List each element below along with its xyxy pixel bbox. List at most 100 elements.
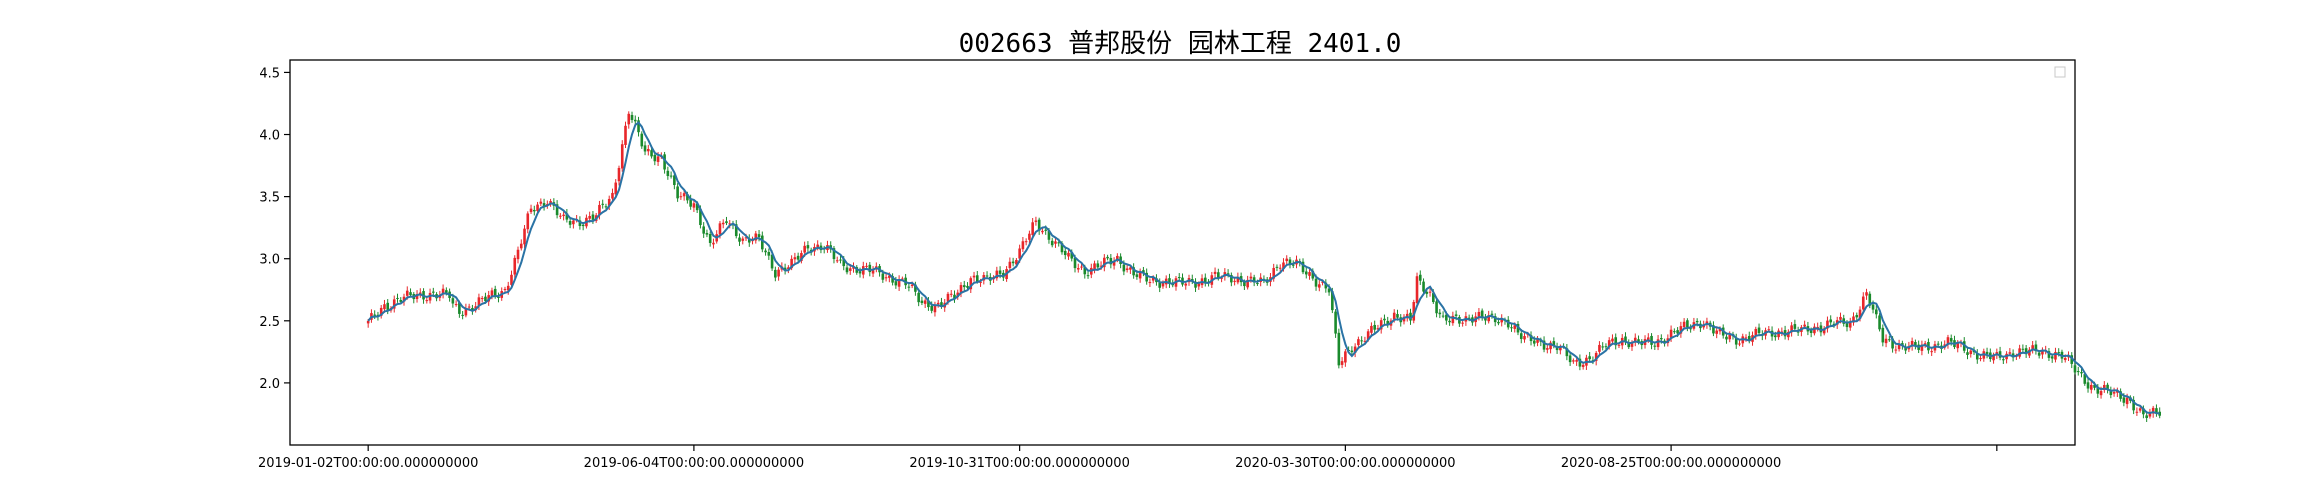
- candle-down: [1275, 266, 1279, 268]
- candle-down: [386, 302, 390, 310]
- candle-down: [1689, 328, 1692, 330]
- candle-down: [1454, 314, 1458, 316]
- candle-up: [816, 244, 819, 248]
- candle-up: [503, 288, 507, 290]
- candle-up: [1028, 233, 1031, 240]
- candle-down: [1637, 339, 1640, 343]
- candle-down: [1435, 301, 1438, 314]
- candle-down: [1304, 271, 1308, 275]
- candle-up: [607, 198, 611, 206]
- candle-up: [2138, 408, 2142, 411]
- candle-up: [656, 156, 660, 162]
- candle-up: [405, 290, 409, 296]
- candle-down: [1712, 325, 1715, 334]
- candle-up: [790, 258, 793, 269]
- candle-up: [1738, 343, 1741, 345]
- x-tick-label: 2020-08-25T00:00:00.000000000: [1561, 456, 1781, 471]
- candle-up: [1236, 276, 1240, 283]
- candle-up: [933, 304, 937, 313]
- candle-up: [1682, 321, 1686, 328]
- candle-up: [467, 306, 471, 308]
- candle-up: [1249, 276, 1253, 279]
- chart-title: 002663 普邦股份 园林工程 2401.0: [959, 29, 1402, 59]
- candle-down: [966, 285, 969, 288]
- candle-down: [1519, 333, 1523, 339]
- candle-down: [578, 220, 582, 227]
- candle-down: [1050, 240, 1054, 246]
- candle-down: [1438, 312, 1442, 315]
- candle-down: [930, 305, 933, 311]
- candle-up: [901, 278, 904, 280]
- candle-up: [1803, 324, 1806, 327]
- candle-down: [1493, 316, 1497, 323]
- candle-down: [1418, 274, 1422, 281]
- candle-up: [425, 300, 429, 302]
- candle-up: [1451, 315, 1455, 324]
- candle-down: [2024, 348, 2028, 355]
- candle-up: [1018, 248, 1021, 259]
- candle-up: [959, 285, 963, 294]
- candle-up: [620, 144, 624, 169]
- candle-up: [1344, 351, 1347, 363]
- candle-down: [2096, 386, 2100, 394]
- candle-up: [2008, 352, 2012, 354]
- candle-down: [1168, 278, 1171, 284]
- candle-down: [1243, 281, 1246, 287]
- candle-up: [1321, 281, 1324, 283]
- candle-up: [1992, 354, 1995, 361]
- candle-down: [445, 290, 448, 293]
- candle-up: [923, 300, 927, 304]
- candle-up: [1308, 272, 1311, 276]
- candle-up: [523, 228, 526, 245]
- candle-down: [2086, 382, 2090, 389]
- candle-up: [803, 245, 806, 253]
- candle-down: [542, 203, 546, 207]
- candle-down: [1734, 337, 1738, 345]
- candle-down: [1757, 327, 1761, 334]
- candle-up: [897, 279, 901, 287]
- candle-up: [936, 302, 940, 305]
- candle-down: [1555, 347, 1559, 351]
- candle-down: [1881, 327, 1885, 343]
- candle-up: [536, 204, 539, 212]
- candle-up: [480, 298, 484, 300]
- candle-up: [2018, 348, 2021, 357]
- candle-down: [1695, 320, 1699, 323]
- candle-up: [1897, 343, 1901, 350]
- candle-down: [1829, 319, 1833, 323]
- candle-down: [650, 150, 653, 157]
- candle-up: [1370, 325, 1373, 333]
- candle-up: [1031, 222, 1034, 236]
- candle-up: [979, 281, 982, 283]
- candle-up: [741, 238, 745, 241]
- candle-down: [796, 255, 800, 260]
- candle-down: [1301, 261, 1305, 273]
- candle-down: [962, 285, 966, 288]
- candle-up: [1575, 360, 1578, 362]
- candle-down: [1949, 338, 1953, 342]
- candle-down: [845, 267, 849, 273]
- candle-down: [1601, 346, 1604, 348]
- candle-up: [464, 307, 468, 316]
- candle-up: [1366, 331, 1370, 340]
- candle-down: [2132, 399, 2135, 411]
- candle-down: [1334, 311, 1337, 334]
- candle-up: [800, 253, 803, 261]
- candle-down: [2047, 351, 2051, 358]
- y-tick-label: 2.5: [259, 315, 280, 330]
- candle-down: [2158, 411, 2161, 416]
- candle-up: [1865, 292, 1868, 296]
- candle-down: [1542, 340, 1546, 350]
- candle-down: [1063, 250, 1067, 256]
- candle-down: [581, 224, 585, 227]
- candle-up: [848, 268, 852, 271]
- candle-down: [1047, 230, 1051, 240]
- candle-down: [1614, 337, 1618, 346]
- candle-down: [1337, 332, 1341, 366]
- candle-down: [725, 221, 728, 224]
- candle-up: [2063, 357, 2067, 361]
- candle-up: [1839, 316, 1842, 320]
- candle-down: [1552, 341, 1556, 347]
- candle-up: [1744, 337, 1748, 339]
